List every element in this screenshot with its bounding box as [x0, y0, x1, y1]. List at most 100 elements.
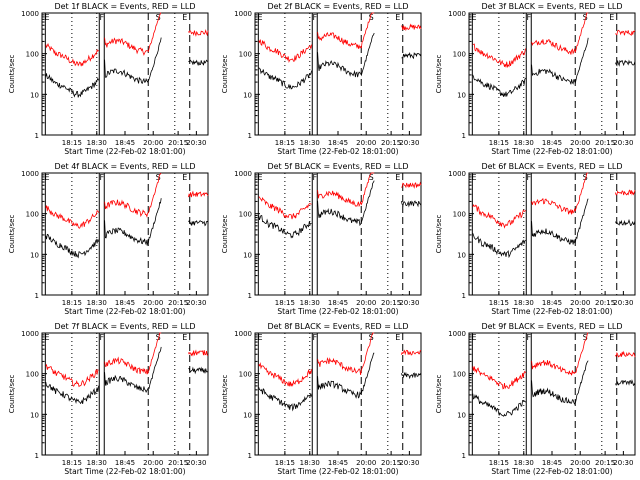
time-marker-label: E	[257, 333, 262, 342]
lld-series-line	[258, 12, 422, 64]
x-axis-label: Start Time (22-Feb-02 18:01:00)	[277, 147, 398, 156]
lld-series-line	[258, 172, 422, 220]
events-series-line	[258, 180, 422, 239]
time-marker-label: E	[471, 173, 476, 182]
x-tick-label: 18:30	[514, 459, 534, 467]
x-tick-label: 18:30	[87, 139, 107, 147]
x-tick-label: 18:45	[542, 299, 562, 307]
x-axis-label: Start Time (22-Feb-02 18:01:00)	[277, 467, 398, 476]
x-tick-label: 18:15	[62, 459, 82, 467]
time-marker-label: E	[257, 13, 262, 22]
x-tick-label: 18:30	[87, 299, 107, 307]
lld-series-line	[472, 172, 636, 229]
time-marker-label: E	[395, 333, 400, 342]
y-tick-label: 1000	[21, 10, 39, 18]
y-tick-label: 1	[248, 452, 252, 460]
panel-title: Det 4f BLACK = Events, RED = LLD	[54, 162, 195, 171]
lld-series-line	[472, 332, 636, 390]
time-marker-label: S	[583, 13, 588, 22]
x-tick-label: 18:30	[514, 139, 534, 147]
detector-panel: Det 6f BLACK = Events, RED = LLD 1 10 100 10…	[435, 162, 636, 316]
time-marker-label: E	[182, 173, 187, 182]
x-tick-label: 18:15	[489, 139, 509, 147]
x-tick-label: 20:15	[381, 299, 401, 307]
y-tick-label: 1	[462, 132, 466, 140]
x-tick-label: 18:30	[300, 299, 320, 307]
x-tick-label: 20:15	[381, 139, 401, 147]
x-tick-label: 20:30	[399, 299, 419, 307]
time-marker-label: S	[369, 173, 374, 182]
x-tick-label: 20:30	[186, 299, 206, 307]
y-tick-label: 100	[26, 371, 39, 379]
time-marker-label: S	[156, 173, 161, 182]
x-tick-label: 20:00	[143, 299, 163, 307]
x-tick-label: 20:00	[570, 299, 590, 307]
x-tick-label: 20:30	[186, 459, 206, 467]
x-tick-label: 18:45	[115, 459, 135, 467]
time-marker-label: F	[526, 13, 531, 22]
x-tick-label: 18:45	[115, 299, 135, 307]
time-marker-label: F	[99, 333, 104, 342]
time-marker-label: F	[312, 13, 317, 22]
x-tick-label: 20:15	[168, 299, 188, 307]
y-tick-label: 1	[248, 132, 252, 140]
y-tick-label: 10	[30, 411, 39, 419]
y-tick-label: 1000	[234, 10, 252, 18]
time-marker-label: E	[395, 13, 400, 22]
y-tick-label: 1000	[21, 170, 39, 178]
time-marker-label: E	[395, 173, 400, 182]
y-tick-label: 1	[35, 292, 39, 300]
lld-series-line	[45, 12, 209, 67]
panel-title: Det 9f BLACK = Events, RED = LLD	[481, 322, 622, 331]
events-series-line	[45, 346, 209, 405]
events-series-line	[472, 360, 636, 417]
x-tick-label: 20:15	[168, 139, 188, 147]
y-axis-label: Counts/sec	[221, 215, 229, 254]
x-tick-label: 18:15	[275, 299, 295, 307]
lld-series-line	[45, 332, 209, 388]
y-axis-label: Counts/sec	[435, 375, 443, 414]
y-tick-label: 100	[453, 371, 466, 379]
time-marker-label: S	[156, 13, 161, 22]
x-tick-label: 20:15	[595, 459, 615, 467]
plot-frame	[254, 332, 422, 456]
x-tick-label: 18:30	[300, 459, 320, 467]
events-series-line	[472, 37, 636, 98]
y-tick-label: 1000	[234, 330, 252, 338]
y-tick-label: 10	[243, 411, 252, 419]
panel-title: Det 7f BLACK = Events, RED = LLD	[54, 322, 195, 331]
y-axis-label: Counts/sec	[221, 55, 229, 94]
time-marker-label: E	[44, 13, 49, 22]
x-tick-label: 20:15	[168, 459, 188, 467]
x-tick-label: 18:45	[328, 299, 348, 307]
y-tick-label: 1000	[234, 170, 252, 178]
x-tick-label: 18:30	[514, 299, 534, 307]
y-tick-label: 1	[462, 452, 466, 460]
x-tick-label: 20:30	[186, 139, 206, 147]
y-axis-label: Counts/sec	[435, 55, 443, 94]
y-tick-label: 10	[457, 251, 466, 259]
lld-series-line	[45, 172, 209, 229]
plot-frame	[254, 12, 422, 136]
time-marker-label: E	[609, 173, 614, 182]
x-tick-label: 18:15	[62, 299, 82, 307]
panel-title: Det 2f BLACK = Events, RED = LLD	[267, 2, 408, 11]
x-tick-label: 18:15	[275, 459, 295, 467]
time-marker-label: E	[257, 173, 262, 182]
x-axis-label: Start Time (22-Feb-02 18:01:00)	[491, 307, 612, 316]
y-tick-label: 10	[457, 91, 466, 99]
x-axis-label: Start Time (22-Feb-02 18:01:00)	[491, 467, 612, 476]
y-axis-label: Counts/sec	[8, 215, 16, 254]
y-tick-label: 1	[35, 452, 39, 460]
x-tick-label: 20:00	[356, 299, 376, 307]
time-marker-label: E	[44, 333, 49, 342]
x-tick-label: 18:30	[87, 459, 107, 467]
y-tick-label: 10	[457, 411, 466, 419]
y-tick-label: 10	[30, 91, 39, 99]
lld-series-line	[472, 12, 636, 69]
x-axis-label: Start Time (22-Feb-02 18:01:00)	[64, 147, 185, 156]
time-marker-label: E	[44, 173, 49, 182]
x-tick-label: 18:45	[115, 139, 135, 147]
x-tick-label: 20:30	[613, 299, 633, 307]
x-tick-label: 18:15	[489, 459, 509, 467]
